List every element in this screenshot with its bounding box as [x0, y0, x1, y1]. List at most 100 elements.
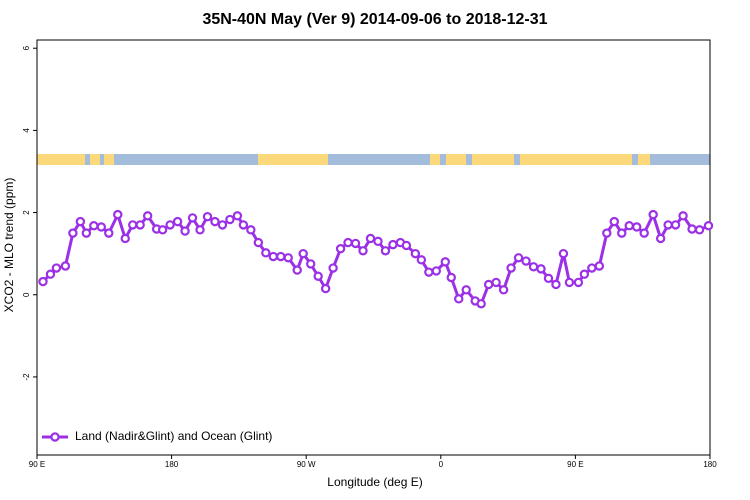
data-point	[491, 277, 501, 288]
land-ocean-strip	[37, 154, 710, 165]
y-axis-label: XCO2 - MLO trend (ppm)	[2, 178, 16, 313]
x-tick-label: 90 E	[29, 460, 45, 469]
y-tick-label: 0	[22, 292, 31, 297]
data-point	[703, 221, 714, 231]
data-point	[45, 269, 56, 279]
data-point	[253, 237, 264, 248]
land-band	[446, 154, 466, 165]
x-tick-label: 90 W	[297, 460, 316, 469]
data-point	[617, 228, 627, 238]
data-point	[401, 240, 412, 251]
y-tick-label: 2	[22, 210, 31, 215]
land-band	[258, 154, 328, 165]
data-point	[335, 244, 346, 254]
data-point	[210, 216, 220, 227]
data-point	[313, 271, 323, 281]
data-point	[232, 211, 243, 221]
land-band	[430, 154, 440, 165]
ocean-band	[37, 154, 710, 165]
data-point	[476, 299, 486, 309]
y-tick-label: 6	[22, 45, 31, 50]
data-point	[365, 233, 376, 244]
plot-frame	[36, 39, 711, 456]
x-tick-label: 90 E	[567, 460, 583, 469]
legend-label: Land (Nadir&Glint) and Ocean (Glint)	[75, 429, 272, 443]
data-point	[639, 228, 649, 238]
data-point	[536, 264, 546, 274]
data-point	[483, 279, 494, 290]
data-point	[440, 257, 450, 267]
data-point	[135, 220, 145, 230]
data-point	[51, 263, 62, 273]
land-band	[104, 154, 114, 165]
land-band	[472, 154, 514, 165]
y-tick-label: -2	[22, 373, 31, 381]
data-point	[261, 248, 271, 258]
data-point	[157, 225, 168, 235]
data-point	[416, 255, 427, 265]
data-point	[632, 222, 642, 232]
x-axis-label: Longitude (deg E)	[327, 475, 422, 489]
x-tick-label: 180	[165, 460, 179, 469]
data-point	[602, 228, 612, 238]
data-point	[498, 285, 509, 295]
data-point	[624, 221, 634, 231]
data-point	[506, 263, 516, 273]
y-tick-label: 4	[22, 128, 31, 133]
data-point	[246, 225, 256, 235]
land-band	[37, 154, 85, 165]
data-point	[305, 259, 316, 269]
data-point	[558, 248, 569, 259]
data-point	[655, 233, 666, 244]
data-point	[663, 220, 673, 230]
x-tick-label: 0	[439, 460, 444, 469]
data-point	[225, 214, 235, 225]
data-point	[217, 220, 228, 230]
data-point	[180, 226, 190, 236]
data-point	[454, 294, 464, 304]
data-point	[195, 225, 205, 235]
data-point	[648, 209, 658, 220]
data-point	[424, 267, 434, 277]
data-point	[461, 285, 471, 295]
data-point	[350, 238, 361, 249]
data-point	[120, 233, 130, 244]
land-band	[638, 154, 650, 165]
data-point	[528, 262, 539, 272]
data-point	[128, 220, 138, 230]
land-band	[90, 154, 100, 165]
data-point	[670, 220, 681, 230]
data-point	[543, 273, 554, 284]
data-point	[165, 220, 175, 230]
data-point	[172, 216, 183, 227]
data-point	[38, 276, 48, 287]
data-point	[89, 221, 99, 231]
data-point	[587, 263, 597, 273]
data-point	[521, 256, 531, 266]
data-point	[142, 211, 153, 221]
data-point	[551, 279, 561, 290]
data-point	[238, 220, 249, 230]
data-point	[410, 248, 421, 259]
data-point	[75, 216, 86, 227]
land-band	[520, 154, 632, 165]
data-point	[373, 236, 383, 247]
data-point	[113, 209, 123, 220]
data-point	[328, 263, 338, 273]
data-point	[320, 283, 331, 294]
data-point	[283, 253, 293, 263]
data-point	[687, 224, 697, 234]
data-point	[579, 269, 590, 279]
data-point	[573, 277, 584, 288]
data-point	[446, 272, 456, 283]
data-point	[187, 213, 198, 223]
data-point	[60, 261, 71, 271]
data-point	[694, 225, 705, 235]
data-point	[68, 228, 78, 238]
data-point	[431, 266, 442, 276]
legend-marker	[50, 432, 60, 442]
data-point	[202, 211, 213, 222]
data-point	[358, 246, 368, 256]
data-point	[678, 211, 688, 221]
